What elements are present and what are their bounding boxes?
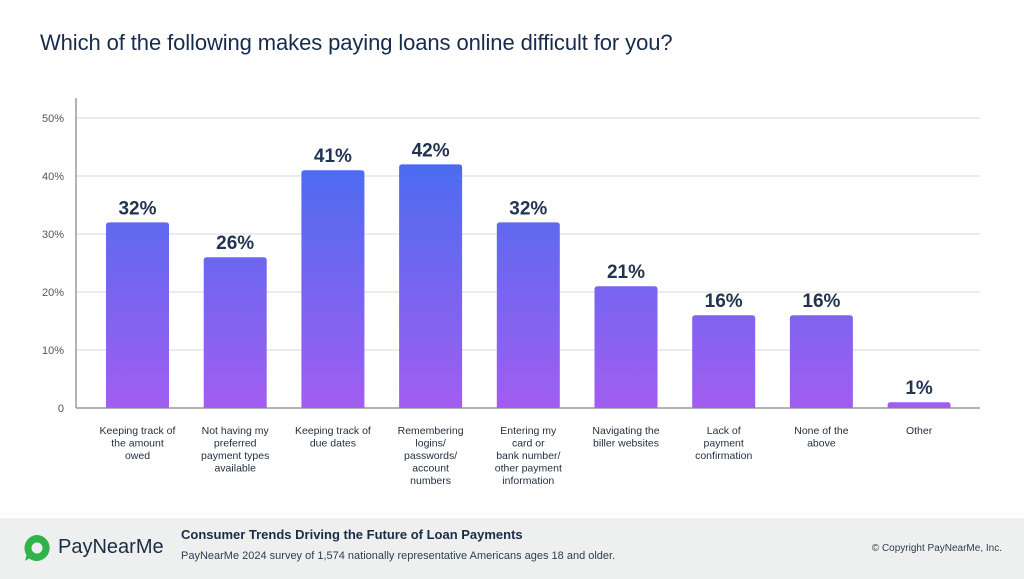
paynearme-logo-icon	[24, 535, 50, 561]
category-label: Entering my card or bank number/other paym…	[495, 425, 562, 487]
footer-title: Consumer Trends Driving the Future of Lo…	[181, 527, 523, 542]
category-label: Not having my preferred payment types avail…	[201, 425, 269, 475]
bar	[106, 222, 169, 408]
value-label: 16%	[705, 291, 743, 312]
chart-title: Which of the following makes paying loan…	[40, 30, 673, 55]
value-label: 16%	[802, 291, 840, 312]
bar	[692, 315, 756, 408]
bar	[789, 315, 853, 408]
footer: PayNearMe Consumer Trends Driving the Fu…	[0, 518, 1024, 579]
y-tick-label: 20%	[42, 287, 64, 299]
y-tick-label: 40%	[42, 171, 64, 183]
bar	[594, 286, 658, 408]
bar	[496, 222, 560, 408]
bar-chart: 0 10% 20% 30% 40% 50% 32% Keeping track of the …	[42, 98, 980, 487]
value-label: 26%	[216, 233, 254, 254]
bar	[887, 402, 951, 408]
footer-subtitle: PayNearMe 2024 survey of 1,574 nationall…	[181, 550, 616, 562]
y-tick-label: 0	[58, 403, 64, 415]
category-label: None of the above	[794, 425, 848, 450]
brand-name: PayNearMe	[58, 536, 164, 558]
value-label: 42%	[412, 140, 450, 161]
bar	[203, 257, 267, 408]
y-tick-label: 10%	[42, 345, 64, 357]
category-label: Keeping track of the amount owed	[100, 425, 176, 462]
category-label: Remembering logins/passwords/account numbe…	[398, 425, 464, 487]
value-label: 41%	[314, 146, 352, 167]
y-tick-label: 30%	[42, 229, 64, 241]
bar	[301, 170, 365, 408]
value-label: 32%	[118, 198, 156, 219]
copyright: © Copyright PayNearMe, Inc.	[871, 543, 1002, 554]
bar	[399, 164, 463, 408]
value-label: 32%	[509, 198, 547, 219]
category-label: Other	[906, 425, 933, 437]
category-label: Lack of payment confirmation	[695, 425, 752, 462]
y-tick-label: 50%	[42, 113, 64, 125]
category-label: Keeping track of due dates	[295, 425, 371, 450]
category-label: Navigating the biller websites	[592, 425, 659, 450]
value-label: 1%	[905, 378, 933, 399]
value-label: 21%	[607, 262, 645, 283]
